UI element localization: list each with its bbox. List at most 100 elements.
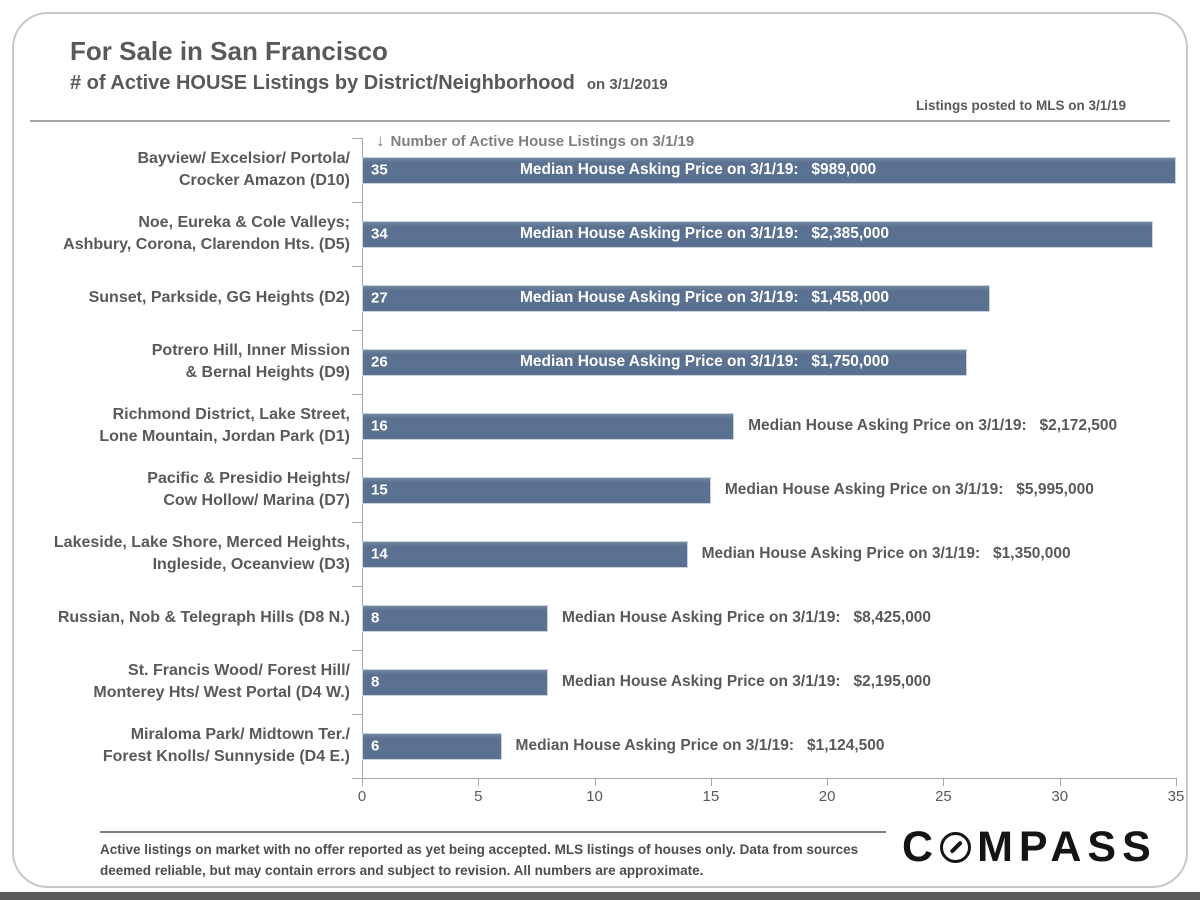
category-label: Richmond District, Lake Street, Lone Mou… — [99, 406, 350, 445]
page-title: For Sale in San Francisco — [70, 36, 388, 66]
axis-tick-label: 35 — [1167, 788, 1185, 805]
axis-tick — [1176, 779, 1177, 786]
bar-row: 14 Median House Asking Price on 3/1/19: $… — [362, 522, 1176, 586]
category-axis-labels: Bayview/ Excelsior/ Portola/ Crocker Ama… — [26, 138, 350, 778]
bar-chart-plot-area: ↓ Number of Active House Listings on 3/1/… — [352, 130, 1176, 779]
bar-value-label: 15 — [371, 481, 388, 499]
bar-value-label: 8 — [371, 609, 380, 627]
bar: 16 — [362, 412, 735, 440]
axis-tick — [478, 779, 480, 786]
median-price-annotation: Median House Asking Price on 3/1/19: $2,… — [562, 673, 932, 690]
category-boundary-tick — [352, 202, 362, 203]
page-subtitle: # of Active HOUSE Listings by District/N… — [70, 72, 575, 94]
median-price-annotation: Median House Asking Price on 3/1/19: $2,… — [748, 417, 1118, 434]
category-boundary-tick — [352, 650, 362, 651]
category-boundary-tick — [352, 714, 362, 715]
axis-tick-label: 30 — [1051, 788, 1069, 805]
compass-logo-c: C — [902, 822, 940, 871]
median-price-annotation: Median House Asking Price on 3/1/19: $1,… — [520, 289, 890, 306]
bar: 34 — [362, 220, 1153, 248]
median-price-annotation: Median House Asking Price on 3/1/19: $2,… — [520, 225, 890, 242]
category-boundary-tick — [352, 330, 362, 331]
axis-tick — [943, 779, 945, 786]
axis-tick — [594, 779, 596, 786]
bar-row: 34 Median House Asking Price on 3/1/19: $… — [362, 202, 1176, 266]
bottom-edge-band — [0, 892, 1200, 900]
bar: 14 — [362, 540, 688, 568]
compass-logo: C MPASS — [902, 822, 1157, 872]
axis-tick-label: 25 — [935, 788, 952, 805]
bar-row: 35 Median House Asking Price on 3/1/19: $… — [362, 138, 1176, 202]
bar-value-label: 35 — [371, 161, 388, 179]
compass-logo-mpass: MPASS — [977, 822, 1157, 871]
bar: 27 — [362, 284, 990, 312]
down-arrow-icon: ↓ — [376, 131, 385, 150]
category-boundary-tick — [352, 266, 362, 267]
category-label: Noe, Eureka & Cole Valleys; Ashbury, Cor… — [63, 214, 350, 253]
bar-row: 8 Median House Asking Price on 3/1/19: $2… — [362, 650, 1176, 714]
median-price-annotation: Median House Asking Price on 3/1/19: $8,… — [562, 609, 932, 626]
bar: 8 — [362, 604, 549, 632]
mls-note: Listings posted to MLS on 3/1/19 — [915, 98, 1126, 113]
median-price-annotation: Median House Asking Price on 3/1/19: $1,… — [515, 737, 885, 754]
value-axis-header: ↓ Number of Active House Listings on 3/1/… — [376, 131, 694, 151]
category-label: Bayview/ Excelsior/ Portola/ Crocker Ama… — [137, 150, 350, 189]
median-price-annotation: Median House Asking Price on 3/1/19: $1,… — [520, 353, 890, 370]
median-price-annotation: Median House Asking Price on 3/1/19: $1,… — [701, 545, 1071, 562]
bar: 8 — [362, 668, 549, 696]
axis-tick-label: 0 — [357, 788, 367, 805]
page-border — [12, 12, 1188, 888]
category-boundary-tick — [352, 138, 362, 139]
category-label: Lakeside, Lake Shore, Merced Heights, In… — [53, 534, 350, 573]
bar: 15 — [362, 476, 711, 504]
category-row: Russian, Nob & Telegraph Hills (D8 N.) — [26, 586, 350, 650]
category-label: Pacific & Presidio Heights/ Cow Hollow/ … — [147, 470, 350, 509]
category-boundary-tick — [352, 394, 362, 395]
category-row: Potrero Hill, Inner Mission & Bernal Hei… — [26, 330, 350, 394]
bar-row: 6 Median House Asking Price on 3/1/19: $1… — [362, 714, 1176, 778]
bar-value-label: 26 — [371, 353, 388, 371]
category-row: Bayview/ Excelsior/ Portola/ Crocker Ama… — [26, 138, 350, 202]
category-boundary-tick — [352, 458, 362, 459]
category-label: Potrero Hill, Inner Mission & Bernal Hei… — [151, 342, 350, 381]
axis-tick — [362, 779, 363, 786]
subtitle-date: on 3/1/2019 — [586, 76, 668, 93]
axis-tick-label: 5 — [474, 788, 483, 805]
category-row: St. Francis Wood/ Forest Hill/ Monterey … — [26, 650, 350, 714]
bar-row: 27 Median House Asking Price on 3/1/19: $… — [362, 266, 1176, 330]
axis-tick — [710, 779, 712, 786]
category-label: Russian, Nob & Telegraph Hills (D8 N.) — [57, 609, 350, 627]
bar-row: 15 Median House Asking Price on 3/1/19: $… — [362, 458, 1176, 522]
category-boundary-tick — [352, 522, 362, 523]
bar-rows: 35 Median House Asking Price on 3/1/19: $… — [362, 138, 1176, 778]
category-label: Miraloma Park/ Midtown Ter./ Forest Knol… — [102, 726, 350, 765]
bar: 26 — [362, 348, 967, 376]
bar-value-label: 14 — [371, 545, 388, 563]
category-row: Richmond District, Lake Street, Lone Mou… — [26, 394, 350, 458]
category-axis-line — [362, 138, 363, 778]
bar-value-label: 8 — [371, 673, 380, 691]
category-row: Noe, Eureka & Cole Valleys; Ashbury, Cor… — [26, 202, 350, 266]
value-axis: 0 5 10 15 20 25 30 35 — [358, 778, 1184, 809]
median-price-annotation: Median House Asking Price on 3/1/19: $98… — [520, 161, 877, 178]
footer-divider — [100, 831, 886, 833]
category-label: St. Francis Wood/ Forest Hill/ Monterey … — [93, 662, 350, 701]
category-boundary-tick — [352, 586, 362, 587]
axis-tick-label: 20 — [818, 788, 836, 805]
bar-row: 16 Median House Asking Price on 3/1/19: $… — [362, 394, 1176, 458]
disclaimer-text: Active listings on market with no offer … — [100, 842, 859, 878]
axis-tick-label: 15 — [702, 788, 720, 805]
axis-tick-label: 10 — [586, 788, 603, 805]
bar-value-label: 6 — [371, 737, 380, 755]
value-axis-header-label: Number of Active House Listings on 3/1/1… — [390, 133, 695, 150]
median-price-annotation: Median House Asking Price on 3/1/19: $5,… — [724, 481, 1094, 498]
axis-tick — [827, 779, 829, 786]
axis-tick — [1059, 779, 1061, 786]
bar-value-label: 34 — [371, 225, 388, 243]
category-row: Lakeside, Lake Shore, Merced Heights, In… — [26, 522, 350, 586]
header-divider — [30, 120, 1170, 122]
bar-row: 26 Median House Asking Price on 3/1/19: $… — [362, 330, 1176, 394]
compass-needle-icon — [940, 831, 972, 863]
category-row: Sunset, Parkside, GG Heights (D2) — [26, 266, 350, 330]
